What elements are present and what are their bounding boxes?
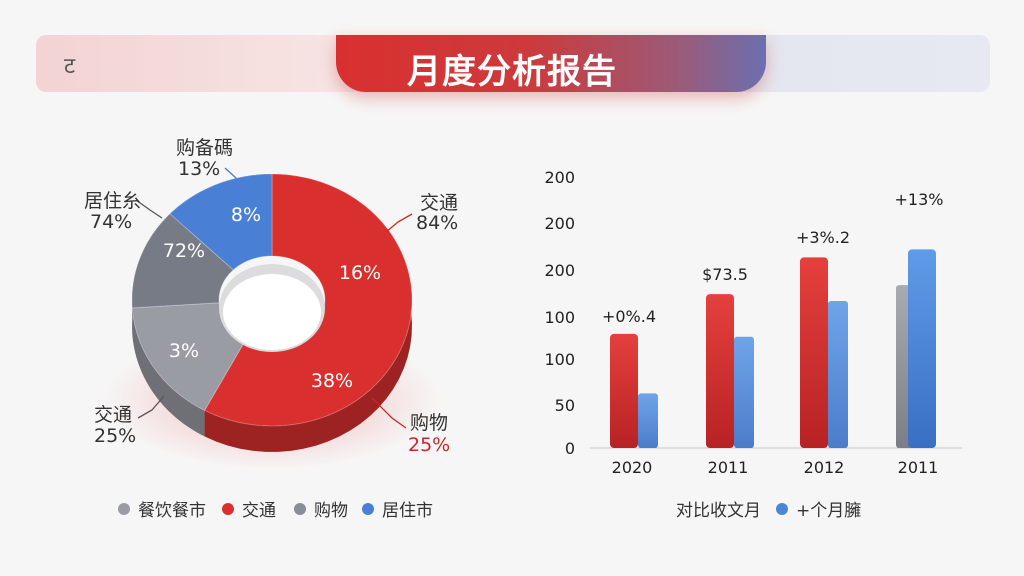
x-tick-1: 2011 [707, 458, 749, 477]
donut-side-1 [132, 307, 205, 437]
slice-label-0: 16% [338, 262, 382, 284]
slice-label-1: 3% [168, 340, 200, 362]
pie-callout-2-name: 居住糸 [84, 190, 142, 212]
callout-line-0 [224, 167, 239, 197]
bar-legend-0-label: 对比收文月 [676, 501, 761, 521]
bar-annotation-0: +0%.4 [601, 307, 657, 326]
bar-series1-1 [734, 336, 754, 448]
donut-slice-2 [131, 213, 235, 309]
bar-series1-0 [638, 393, 658, 448]
legend-dot-icon [118, 502, 130, 515]
pie-callout-3-pct: 25% [94, 425, 137, 447]
legend-dot-icon [294, 502, 306, 515]
donut-hole [223, 274, 321, 350]
pie-callout-2-pct: 74% [90, 211, 133, 233]
pie-legend-2: 购物 [294, 496, 348, 521]
pie-legend-3-label: 居住市 [382, 501, 433, 521]
donut-side-0 [204, 174, 412, 452]
donut-slice-3 [169, 173, 273, 271]
bar-series1-3 [908, 249, 936, 448]
callout-lines [135, 167, 413, 429]
header-title-plate [336, 35, 766, 92]
callout-line-3 [137, 395, 165, 419]
legend-dot-icon [222, 502, 234, 515]
y-tick-6: 0 [564, 439, 575, 458]
pie-callout-0-pct: 13% [178, 158, 221, 180]
y-tick-4: 100 [544, 350, 575, 369]
bar-series0-2 [800, 257, 828, 448]
bar-series1-2 [828, 301, 848, 448]
pie-callout-4-pct: 25% [408, 434, 451, 456]
pie-callout-4-name: 购物 [410, 412, 449, 434]
pie-callout-3-name: 交通 [94, 404, 133, 426]
bar-series0-0 [610, 333, 638, 448]
bar-annotation-1: $73.5 [702, 265, 748, 284]
bar-series0-1 [706, 294, 734, 448]
pie-legend-1: 交通 [222, 496, 276, 521]
pie-callout-0-name: 购备碼 [176, 137, 234, 159]
y-tick-5: 50 [554, 396, 575, 415]
x-tick-2: 2012 [803, 458, 845, 477]
y-tick-2: 200 [544, 261, 575, 280]
bar-legend-1-label: +个月臃 [796, 501, 862, 521]
x-tick-0: 2020 [611, 458, 653, 477]
donut-chart [131, 173, 413, 452]
y-tick-3: 100 [544, 308, 575, 327]
legend-dot-icon [776, 502, 788, 515]
x-tick-3: 2011 [897, 458, 939, 477]
pie-callout-1-name: 交通 [420, 192, 459, 214]
page-title: 月度分析报告 [407, 52, 617, 92]
pie-legend-0: 餐饮餐市 [118, 496, 206, 521]
pie-legend-0-label: 餐饮餐市 [138, 501, 206, 521]
bar-annotation-2: +3%.2 [795, 228, 851, 247]
slice-label-3: 8% [230, 204, 262, 226]
legend-dot-icon [362, 502, 374, 515]
bar-annotation-3: +13% [894, 190, 944, 209]
callout-line-2 [135, 199, 163, 219]
slice-label-2: 72% [162, 240, 206, 262]
y-tick-0: 200 [544, 168, 575, 187]
bar-legend-1: +个月臃 [776, 496, 861, 521]
callout-line-4 [371, 397, 407, 429]
bar-chart [590, 249, 962, 449]
y-tick-1: 200 [544, 214, 575, 233]
pie-legend-1-label: 交通 [242, 501, 276, 521]
pie-callout-1-pct: 84% [416, 212, 459, 234]
header-banner [36, 35, 990, 92]
pie-legend-2-label: 购物 [314, 501, 348, 521]
pie-legend-3: 居住市 [362, 496, 433, 521]
bar-legend-0: 对比收文月 [676, 496, 761, 521]
slice-label-extra: 38% [310, 370, 354, 392]
logo-icon: ट [64, 54, 76, 79]
callout-line-1 [385, 213, 413, 233]
